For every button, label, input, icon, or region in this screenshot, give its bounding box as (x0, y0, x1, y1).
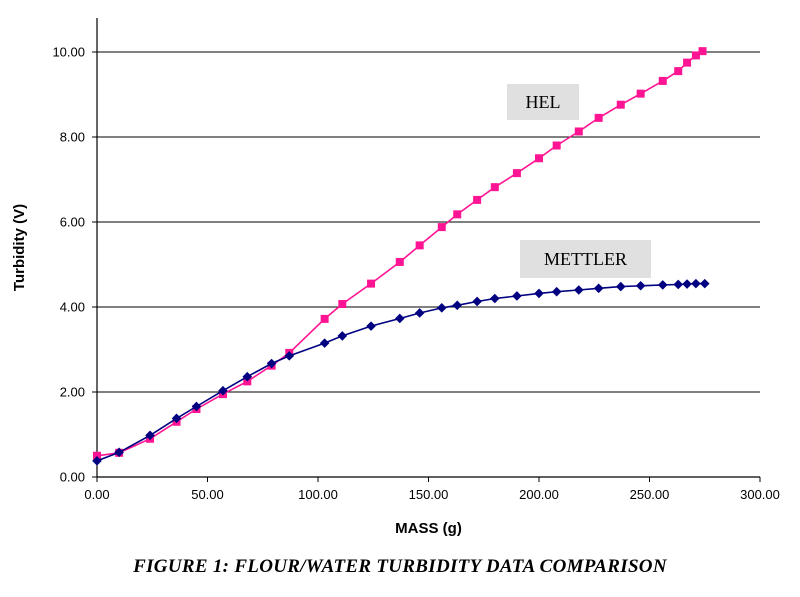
y-tick-label-4: 8.00 (60, 130, 85, 145)
x-tick-label-6: 300.00 (740, 487, 780, 502)
data-point-mettler-28 (691, 278, 701, 289)
y-tick-label-5: 10.00 (52, 45, 85, 60)
data-point-mettler-19 (534, 288, 544, 299)
data-point-hel-21 (574, 127, 583, 136)
data-point-mettler-11 (366, 321, 376, 331)
series-label-text-hel: HEL (526, 92, 561, 112)
series-label-text-mettler: METTLER (544, 249, 627, 269)
data-point-mettler-12 (394, 313, 405, 324)
y-tick-label-3: 6.00 (60, 215, 85, 230)
data-point-hel-24 (636, 89, 645, 98)
data-point-hel-28 (691, 51, 700, 60)
y-tick-label-0: 0.00 (60, 470, 85, 485)
data-point-mettler-29 (699, 278, 710, 289)
data-point-hel-11 (367, 279, 376, 288)
series-label-hel: HEL (507, 84, 579, 120)
data-point-mettler-15 (452, 300, 463, 311)
x-tick-label-3: 150.00 (409, 487, 449, 502)
gridlines (97, 51, 760, 393)
series-label-box-hel (507, 84, 579, 120)
x-tick-label-1: 50.00 (191, 487, 224, 502)
data-point-mettler-6 (242, 371, 253, 382)
tick-labels: 0.00 2.00 4.00 6.00 8.00 10.00 0.00 50.00 100.00… (52, 45, 779, 503)
x-axis-title: MASS (g) (395, 520, 462, 537)
y-tick-label-2: 4.00 (60, 300, 85, 315)
data-point-mettler-13 (414, 308, 425, 318)
data-point-hel-19 (535, 154, 543, 163)
series-mettler (92, 278, 710, 466)
series-label-box-mettler (520, 240, 651, 278)
data-point-mettler-21 (573, 285, 584, 295)
data-point-hel-10 (338, 300, 347, 309)
data-point-mettler-18 (512, 291, 522, 301)
data-point-mettler-24 (635, 280, 646, 291)
data-point-hel-9 (320, 314, 329, 323)
data-point-hel-15 (453, 210, 462, 219)
data-point-hel-23 (616, 100, 625, 109)
data-point-mettler-10 (337, 331, 348, 341)
data-point-mettler-9 (319, 338, 330, 348)
data-point-hel-14 (437, 223, 446, 232)
data-point-mettler-25 (657, 280, 668, 290)
series-label-mettler: METTLER (520, 240, 651, 278)
axes (92, 18, 761, 482)
y-tick-label-1: 2.00 (60, 385, 85, 400)
data-point-mettler-26 (673, 279, 684, 290)
data-point-hel-18 (512, 169, 521, 178)
y-axis-title: Turbidity (V) (11, 204, 28, 291)
data-point-hel-17 (490, 183, 499, 192)
data-point-mettler-5 (218, 385, 228, 396)
data-point-hel-22 (594, 113, 603, 122)
x-tick-label-0: 0.00 (84, 487, 109, 502)
data-point-hel-13 (415, 241, 424, 250)
data-point-hel-26 (674, 67, 683, 76)
series-line-mettler (96, 282, 705, 462)
data-point-mettler-16 (472, 296, 482, 307)
data-point-hel-20 (552, 141, 561, 150)
data-point-mettler-2 (145, 430, 155, 441)
data-point-hel-12 (395, 257, 404, 266)
data-point-mettler-8 (284, 351, 295, 361)
data-point-hel-29 (698, 47, 707, 56)
data-point-mettler-17 (490, 293, 500, 304)
data-point-mettler-0 (92, 456, 102, 466)
figure-caption: FIGURE 1: FLOUR/WATER TURBIDITY DATA COM… (133, 556, 667, 577)
data-point-mettler-22 (593, 283, 604, 294)
x-tick-label-4: 200.00 (519, 487, 559, 502)
series-labels: HEL METTLER (507, 84, 651, 278)
turbidity-chart: 0.00 2.00 4.00 6.00 8.00 10.00 0.00 50.00 100.00… (11, 18, 780, 537)
data-point-mettler-27 (682, 279, 692, 289)
data-point-hel-16 (473, 195, 482, 204)
x-tick-label-2: 100.00 (298, 487, 338, 502)
data-point-mettler-1 (114, 447, 124, 458)
data-point-mettler-14 (436, 303, 447, 313)
data-point-hel-0 (93, 451, 101, 460)
series-group (92, 47, 710, 466)
data-point-hel-27 (683, 58, 692, 67)
data-point-hel-25 (658, 76, 667, 85)
data-point-mettler-3 (171, 413, 182, 424)
data-point-mettler-4 (191, 401, 202, 412)
data-point-mettler-20 (551, 286, 562, 297)
data-point-mettler-7 (266, 358, 277, 369)
x-tick-label-5: 250.00 (630, 487, 670, 502)
data-point-mettler-23 (615, 281, 626, 292)
